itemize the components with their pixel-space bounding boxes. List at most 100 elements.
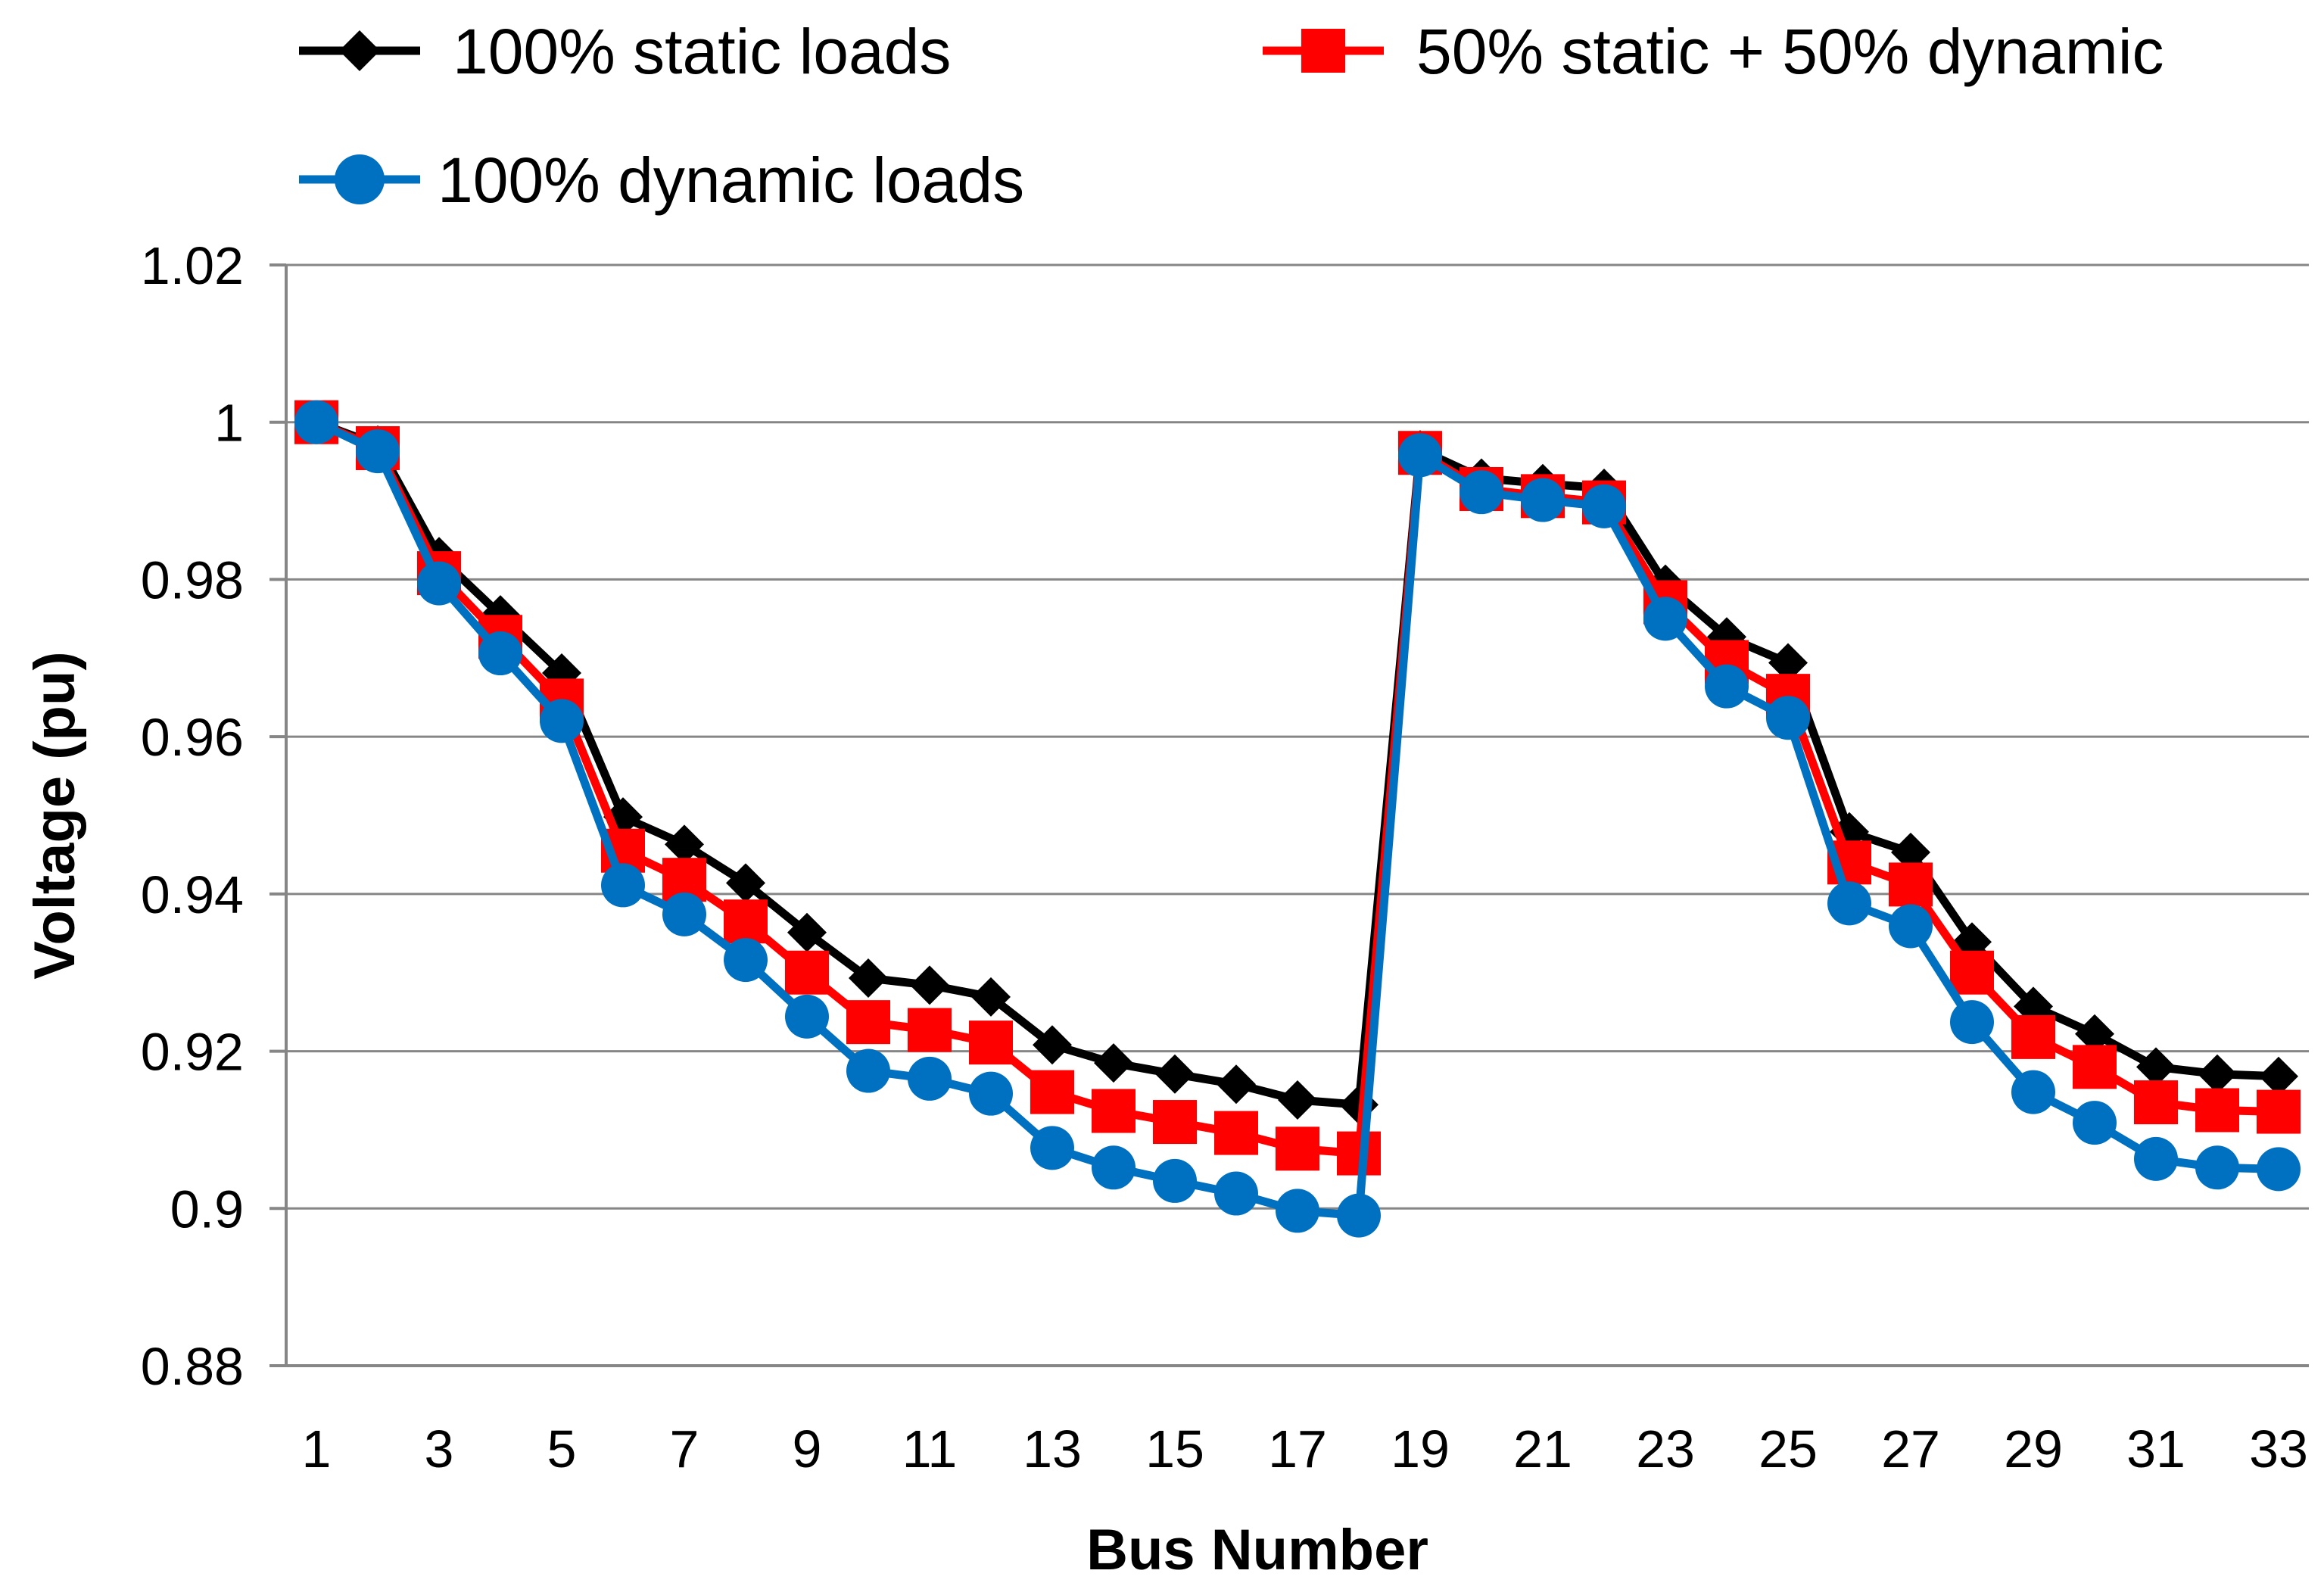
data-point [1582, 484, 1626, 528]
data-point [1033, 1025, 1072, 1065]
x-tick-label: 9 [793, 1419, 822, 1479]
y-tick-label: 0.96 [141, 708, 244, 767]
data-point [1153, 1100, 1197, 1145]
data-point [356, 429, 400, 474]
data-point [1214, 1171, 1258, 1216]
legend-label-dynamic: 100% dynamic loads [438, 145, 1024, 216]
data-point [1521, 478, 1565, 522]
data-point [1460, 470, 1503, 515]
data-point [2257, 1089, 2301, 1134]
data-point [1214, 1111, 1258, 1155]
data-point [1030, 1126, 1074, 1170]
data-point [969, 1071, 1013, 1116]
data-point [2134, 1080, 2178, 1125]
legend-item-static: 100% static loads [299, 16, 951, 87]
y-tick-label: 1 [214, 394, 244, 453]
x-tick-label: 17 [1268, 1419, 1327, 1479]
data-point [1092, 1145, 1136, 1190]
data-point [294, 400, 338, 444]
data-point [1092, 1089, 1136, 1133]
data-point [665, 824, 704, 865]
data-point [971, 977, 1011, 1017]
series-line [315, 418, 2279, 1109]
data-point [846, 1000, 890, 1045]
legend-label-mixed: 50% static + 50% dynamic [1416, 16, 2164, 87]
data-point [662, 892, 706, 936]
x-tick-label: 27 [1881, 1419, 1940, 1479]
x-tick-label: 23 [1636, 1419, 1695, 1479]
data-point [1768, 643, 1808, 683]
data-point [540, 699, 584, 743]
x-axis-title: Bus Number [1086, 1518, 1428, 1582]
data-point [846, 1049, 890, 1093]
legend: 100% static loads 50% static + 50% dynam… [299, 16, 2164, 216]
data-point [2259, 1056, 2298, 1096]
data-point [726, 863, 765, 903]
data-point [1889, 862, 1933, 907]
data-point [2195, 1088, 2239, 1133]
x-tick-label: 29 [2004, 1419, 2063, 1479]
series-circle [294, 400, 2301, 1238]
data-point [724, 938, 768, 983]
data-point [478, 631, 522, 676]
data-point [417, 561, 461, 606]
legend-item-dynamic: 100% dynamic loads [299, 145, 1024, 216]
data-point [2195, 1145, 2239, 1190]
legend-item-mixed: 50% static + 50% dynamic [1263, 16, 2164, 87]
x-tick-label: 3 [425, 1419, 454, 1479]
data-point [1705, 664, 1749, 709]
data-point [2075, 1014, 2114, 1054]
data-point [1643, 597, 1687, 641]
x-tick-label: 7 [670, 1419, 699, 1479]
data-point [1030, 1070, 1074, 1114]
legend-square-marker [1301, 29, 1345, 73]
data-point [2134, 1136, 2178, 1181]
legend-circle-marker [335, 154, 385, 204]
data-point [1278, 1080, 1317, 1120]
legend-label-static: 100% static loads [453, 16, 951, 87]
data-point [1094, 1043, 1133, 1083]
x-tick-label: 33 [2249, 1419, 2308, 1479]
data-point [1950, 1000, 1994, 1045]
data-point [785, 950, 829, 995]
data-point [1155, 1054, 1195, 1094]
data-point [908, 1008, 952, 1052]
y-tick-labels: 0.88 0.9 0.92 0.94 0.96 0.98 1 1.02 [141, 236, 286, 1396]
data-point [1891, 832, 1930, 872]
x-tick-label: 13 [1023, 1419, 1082, 1479]
plot-area [294, 400, 2301, 1238]
data-point [2073, 1101, 2117, 1145]
data-point [1766, 696, 1810, 740]
y-tick-label: 0.9 [170, 1179, 244, 1239]
legend-diamond-marker [339, 30, 380, 71]
data-point [910, 965, 949, 1005]
data-point [724, 899, 768, 944]
data-point [1217, 1064, 1256, 1105]
y-axis-title: Voltage (pu) [23, 651, 87, 979]
y-tick-label: 0.88 [141, 1337, 244, 1396]
data-point [787, 912, 827, 952]
data-point [601, 863, 645, 908]
x-tick-label: 19 [1391, 1419, 1450, 1479]
x-tick-labels: 1 3 5 7 9 11 13 15 17 19 21 23 25 27 29 31 33 [302, 1419, 2308, 1479]
data-point [2011, 1014, 2055, 1059]
y-tick-label: 1.02 [141, 236, 244, 295]
x-tick-label: 25 [1759, 1419, 1818, 1479]
axes [285, 265, 2309, 1367]
data-point [849, 958, 888, 998]
y-tick-label: 0.92 [141, 1023, 244, 1082]
data-point [2073, 1045, 2117, 1089]
x-tick-label: 1 [302, 1419, 332, 1479]
x-tick-label: 15 [1145, 1419, 1204, 1479]
x-tick-label: 31 [2126, 1419, 2185, 1479]
data-point [1276, 1126, 1319, 1171]
data-point [1153, 1158, 1197, 1203]
data-point [2257, 1147, 2301, 1192]
data-point [908, 1056, 952, 1101]
data-point [2198, 1054, 2237, 1094]
data-point [1337, 1193, 1381, 1238]
series-diamond [297, 402, 2298, 1125]
x-tick-label: 11 [902, 1419, 958, 1479]
data-point [1889, 904, 1933, 949]
data-point [2011, 1070, 2055, 1114]
